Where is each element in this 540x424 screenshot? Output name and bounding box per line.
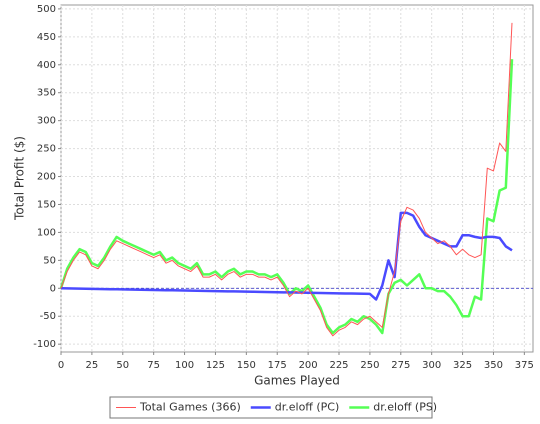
x-tick-label: 25 (86, 360, 99, 371)
y-axis-label: Total Profit ($) (13, 136, 27, 221)
series-line (59, 59, 514, 335)
y-tick-label: -50 (40, 311, 56, 322)
x-tick-label: 225 (329, 360, 348, 371)
x-tick-label: 200 (299, 360, 318, 371)
x-tick-label: 0 (58, 360, 64, 371)
x-tick-label: 125 (206, 360, 225, 371)
legend-label: dr.eloff (PC) (275, 401, 340, 414)
legend (109, 396, 433, 419)
x-tick-label: 50 (116, 360, 129, 371)
x-tick-label: 100 (175, 360, 194, 371)
series-line (60, 22, 513, 337)
x-tick-label: 350 (484, 360, 503, 371)
y-tick-label: 400 (37, 60, 56, 71)
legend-label: dr.eloff (PS) (373, 401, 437, 414)
y-tick-label: 250 (37, 144, 56, 155)
y-tick-label: 150 (37, 199, 56, 210)
legend-label: Total Games (366) (139, 401, 241, 414)
x-tick-label: 250 (360, 360, 379, 371)
y-tick-label: 300 (37, 116, 56, 127)
y-tick-label: 100 (37, 227, 56, 238)
x-axis-label: Games Played (254, 374, 340, 388)
y-tick-label: 50 (43, 255, 56, 266)
series-line (60, 211, 513, 301)
y-tick-label: 350 (37, 88, 56, 99)
x-tick-label: 75 (147, 360, 160, 371)
x-tick-label: 150 (237, 360, 256, 371)
plot-area (60, 4, 534, 353)
x-tick-label: 300 (422, 360, 441, 371)
x-tick-label: 275 (391, 360, 410, 371)
x-tick-label: 375 (515, 360, 534, 371)
x-tick-label: 175 (268, 360, 287, 371)
y-tick-label: 200 (37, 172, 56, 183)
y-tick-label: 500 (37, 4, 56, 15)
y-tick-label: 0 (50, 283, 56, 294)
y-tick-label: 450 (37, 32, 56, 43)
x-tick-label: 325 (453, 360, 472, 371)
y-tick-label: -100 (33, 339, 56, 350)
